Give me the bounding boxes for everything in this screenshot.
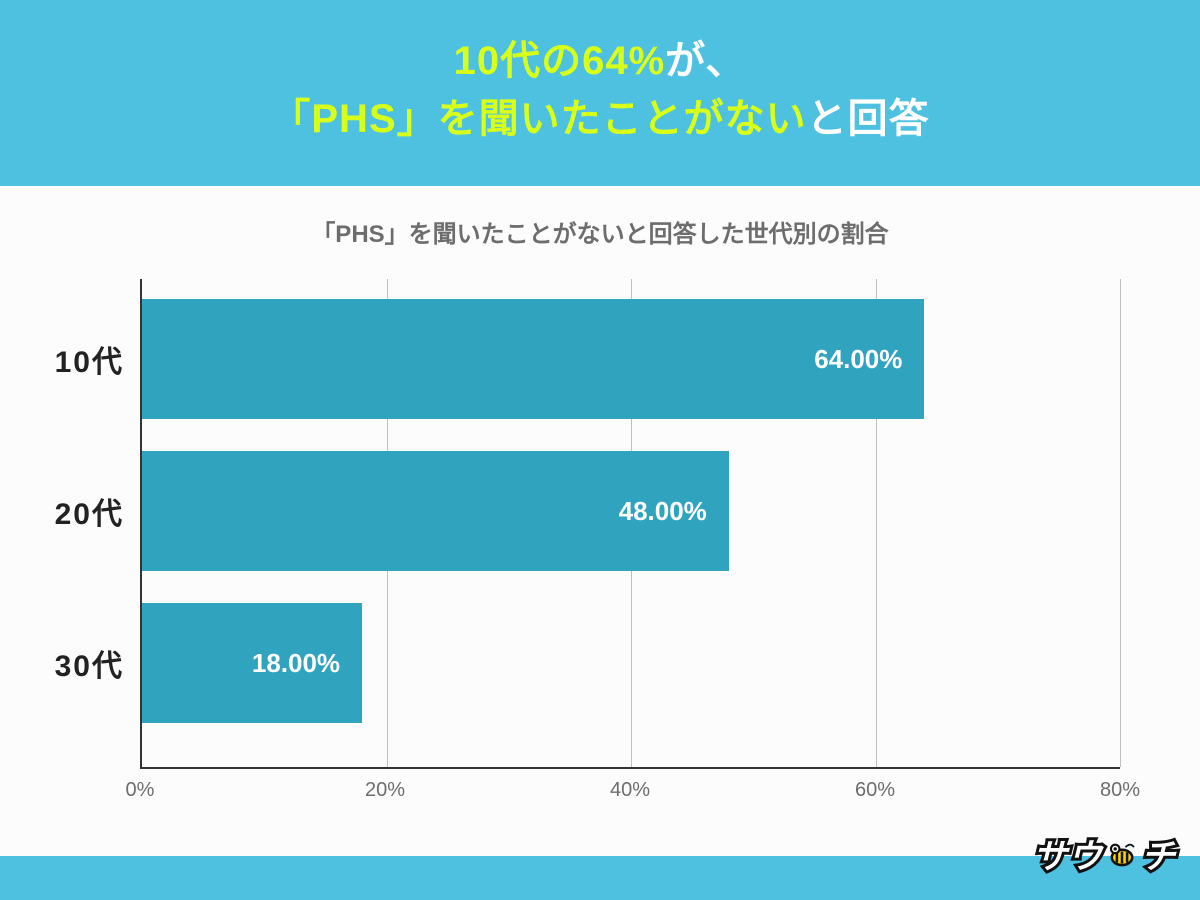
chart-area: 「PHS」を聞いたことがないと回答した世代別の割合 10代64.00%20代48… <box>0 186 1200 819</box>
x-tick: 80% <box>1100 779 1140 802</box>
plot-inner: 10代64.00% 20代48.00% 30代18.00% <box>140 279 1120 769</box>
headline-rest-2: と回答 <box>807 97 930 141</box>
divider-band <box>0 174 1200 186</box>
headline-rest-1: が、 <box>665 39 746 83</box>
x-tick: 20% <box>365 779 405 802</box>
logo-text-right: チ <box>1141 829 1176 878</box>
y-axis-label: 30代 <box>55 641 124 685</box>
y-axis-label: 20代 <box>55 489 124 533</box>
x-tick: 0% <box>126 779 155 802</box>
bar-row: 20代48.00% <box>142 451 729 571</box>
headline-highlight-1: 10代の64% <box>454 39 666 83</box>
gridline <box>1120 279 1121 767</box>
bee-icon <box>1105 840 1139 868</box>
chart-title: 「PHS」を聞いたことがないと回答した世代別の割合 <box>50 214 1150 249</box>
chart-plot: 10代64.00%20代48.00%30代18.00% 0%20%40%60%8… <box>140 279 1120 819</box>
logo-text-left: サウ <box>1033 829 1103 878</box>
footer-band <box>0 856 1200 900</box>
bar-row: 10代64.00% <box>142 299 924 419</box>
headline-line-2: 「PHS」を聞いたことがないと回答 <box>0 86 1200 144</box>
headline-line-1: 10代の64%が、 <box>0 28 1200 86</box>
brand-logo: サウ チ <box>1033 829 1176 878</box>
bar-row: 30代18.00% <box>142 603 362 723</box>
bar: 48.00% <box>142 451 729 571</box>
bar: 18.00% <box>142 603 362 723</box>
x-tick: 60% <box>855 779 895 802</box>
header-band: 10代の64%が、 「PHS」を聞いたことがないと回答 <box>0 0 1200 174</box>
y-axis-label: 10代 <box>55 337 124 381</box>
headline-highlight-2: 「PHS」を聞いたことがない <box>270 97 806 141</box>
bar: 64.00% <box>142 299 924 419</box>
x-tick: 40% <box>610 779 650 802</box>
